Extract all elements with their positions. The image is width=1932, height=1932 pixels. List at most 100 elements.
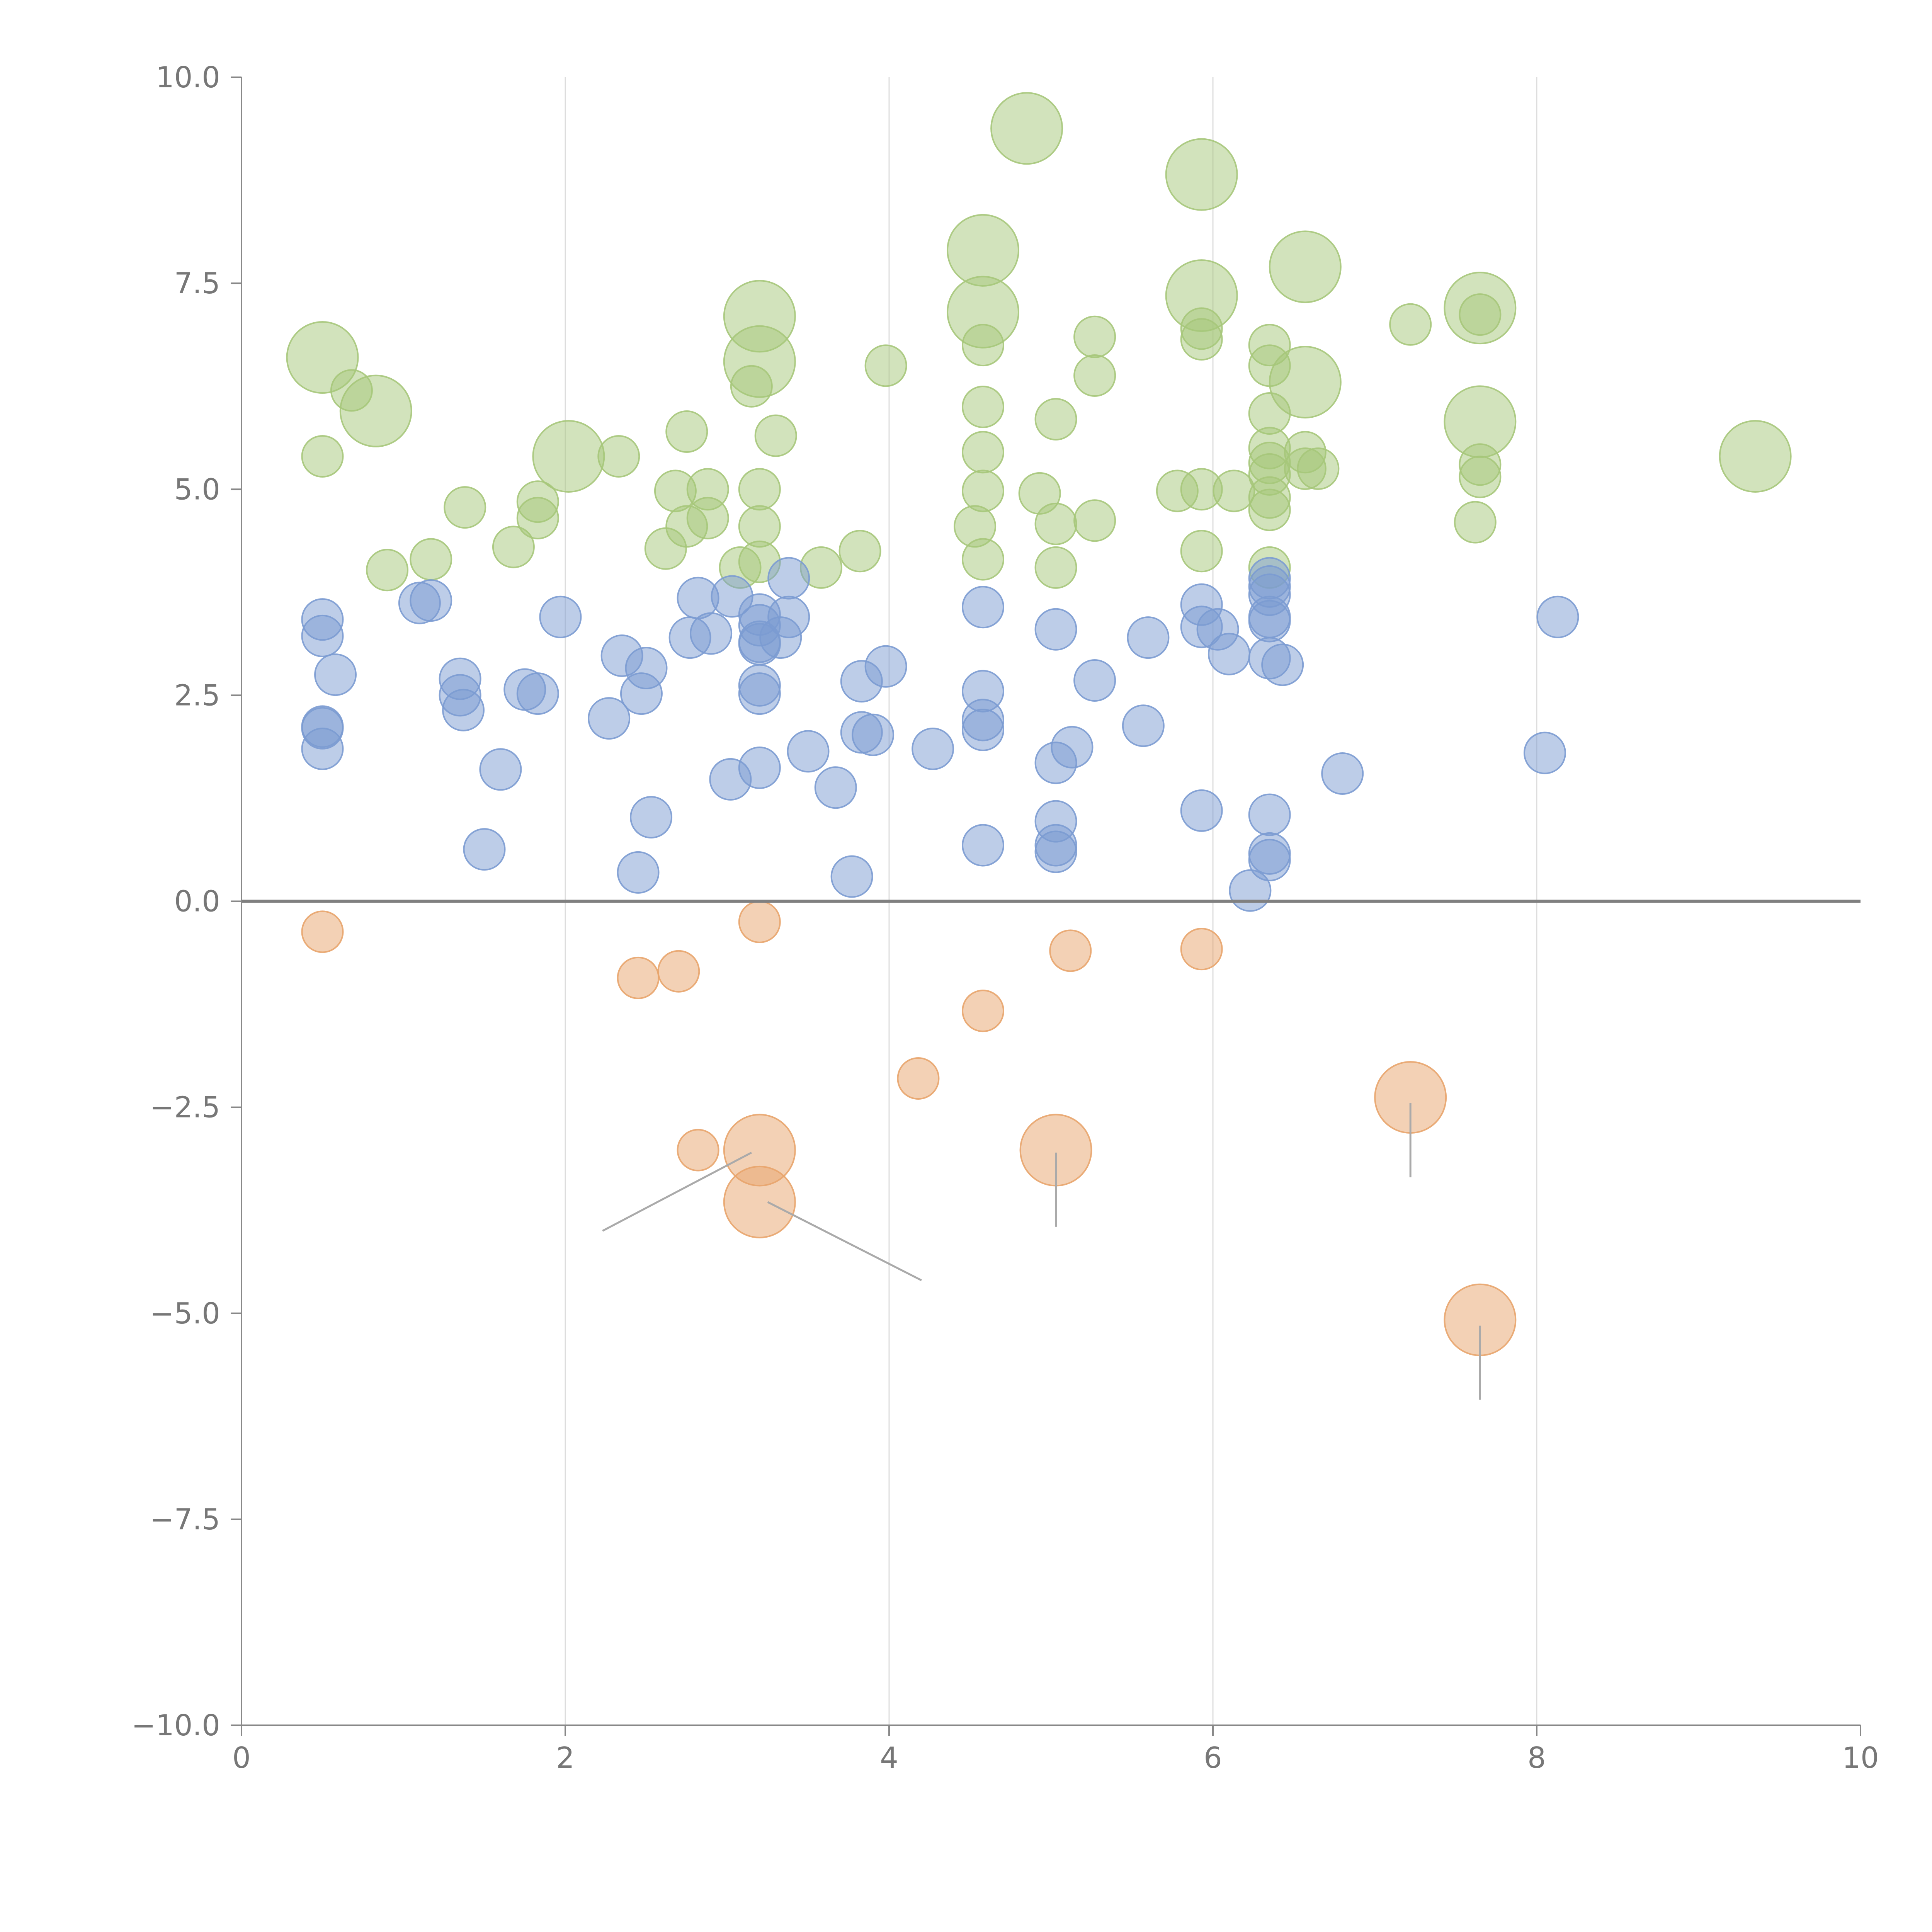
green-bubble: [1297, 447, 1340, 490]
green-bubble: [947, 214, 1020, 287]
x-tick-label: 2: [556, 1741, 575, 1775]
blue-bubble: [1321, 752, 1364, 795]
green-bubble: [1034, 502, 1077, 545]
blue-bubble: [1034, 608, 1077, 651]
green-bubble: [1034, 546, 1077, 589]
green-bubble: [410, 538, 452, 581]
green-bubble: [444, 486, 486, 529]
y-tick-label: −5.0: [150, 1296, 220, 1330]
orange-bubble: [677, 1129, 719, 1172]
blue-bubble: [1051, 726, 1094, 769]
green-bubble: [301, 435, 344, 478]
green-bubble: [1454, 501, 1497, 544]
green-bubble: [366, 549, 409, 592]
green-bubble: [1719, 420, 1792, 493]
blue-bubble: [1180, 789, 1223, 832]
green-bubble: [532, 420, 605, 493]
blue-bubble: [1536, 595, 1579, 638]
orange-bubble: [738, 900, 781, 943]
green-bubble: [597, 435, 640, 478]
x-tick-label: 10: [1842, 1741, 1879, 1775]
blue-bubble: [1261, 643, 1304, 686]
green-bubble: [754, 414, 797, 457]
leader-line: [767, 1201, 922, 1281]
orange-bubble: [1180, 928, 1223, 971]
green-bubble: [962, 431, 1005, 474]
green-bubble: [1073, 499, 1116, 542]
green-bubble: [339, 374, 412, 447]
green-bubble: [1269, 346, 1342, 419]
blue-bubble: [539, 595, 582, 638]
blue-bubble: [738, 672, 781, 715]
green-bubble: [1389, 303, 1432, 346]
y-tick-label: −2.5: [150, 1090, 220, 1124]
blue-bubble: [814, 766, 857, 809]
green-bubble: [1459, 456, 1502, 498]
x-tick-label: 0: [232, 1741, 251, 1775]
green-bubble: [1269, 230, 1342, 303]
blue-bubble: [962, 824, 1005, 867]
leader-line: [602, 1151, 752, 1232]
green-bubble: [962, 469, 1005, 512]
green-bubble: [1073, 354, 1116, 397]
x-tick-label: 6: [1204, 1741, 1222, 1775]
orange-bubble: [1049, 929, 1092, 972]
x-tick-label: 8: [1527, 1741, 1546, 1775]
green-bubble: [1213, 469, 1255, 512]
axis-layer: 0 2 4 6 8 10 10.0 7.5 5.0 2.5 0.0 −2.5 −5.0 −7.5 −10.0: [131, 60, 1879, 1775]
orange-bubble: [897, 1057, 940, 1100]
blue-bubble: [1248, 793, 1291, 836]
blue-bubble: [962, 708, 1005, 751]
green-bubble: [1248, 488, 1291, 531]
orange-bubble: [723, 1165, 796, 1238]
blue-bubble: [1208, 633, 1250, 675]
green-bubble: [864, 344, 907, 387]
y-tick-label: −7.5: [150, 1502, 220, 1536]
x-tick-label: 4: [880, 1741, 898, 1775]
blue-bubble: [864, 645, 907, 688]
blue-bubble: [690, 612, 733, 655]
leader-layer: [602, 1103, 1481, 1400]
blue-bubble: [314, 653, 357, 696]
green-bubble: [730, 365, 773, 408]
green-bubble: [1180, 530, 1223, 573]
blue-bubble: [912, 727, 954, 770]
blue-bubble: [1248, 838, 1291, 881]
green-bubble: [838, 530, 881, 573]
blue-bubble: [1523, 731, 1566, 774]
green-bubble: [686, 497, 729, 539]
blue-bubble: [442, 689, 485, 731]
y-tick-label: −10.0: [131, 1708, 220, 1742]
green-bubble: [1459, 293, 1502, 336]
blue-bubble: [1127, 616, 1170, 659]
y-tick-label: 7.5: [174, 266, 220, 300]
blue-bubble: [617, 851, 660, 894]
blue-bubble: [588, 697, 631, 740]
orange-bubble: [617, 956, 660, 999]
bubble-layer: [286, 92, 1792, 1356]
green-bubble: [1165, 138, 1238, 211]
blue-bubble: [1073, 659, 1116, 702]
blue-bubble: [738, 747, 781, 789]
blue-bubble: [410, 579, 452, 622]
blue-bubble: [1034, 830, 1077, 873]
green-bubble: [962, 538, 1005, 581]
green-bubble: [1034, 398, 1077, 440]
blue-bubble: [479, 748, 522, 791]
green-bubble: [990, 92, 1063, 165]
green-bubble: [962, 386, 1005, 428]
blue-bubble: [852, 713, 895, 756]
blue-bubble: [767, 557, 810, 600]
blue-bubble: [625, 647, 668, 690]
green-bubble: [516, 497, 559, 539]
green-bubble: [1073, 315, 1116, 358]
orange-bubble: [962, 990, 1005, 1032]
orange-bubble: [657, 950, 700, 993]
blue-bubble: [830, 855, 873, 898]
y-tick-label: 10.0: [156, 60, 220, 94]
blue-bubble: [787, 730, 830, 773]
blue-bubble: [1122, 704, 1165, 747]
green-bubble: [738, 468, 781, 511]
